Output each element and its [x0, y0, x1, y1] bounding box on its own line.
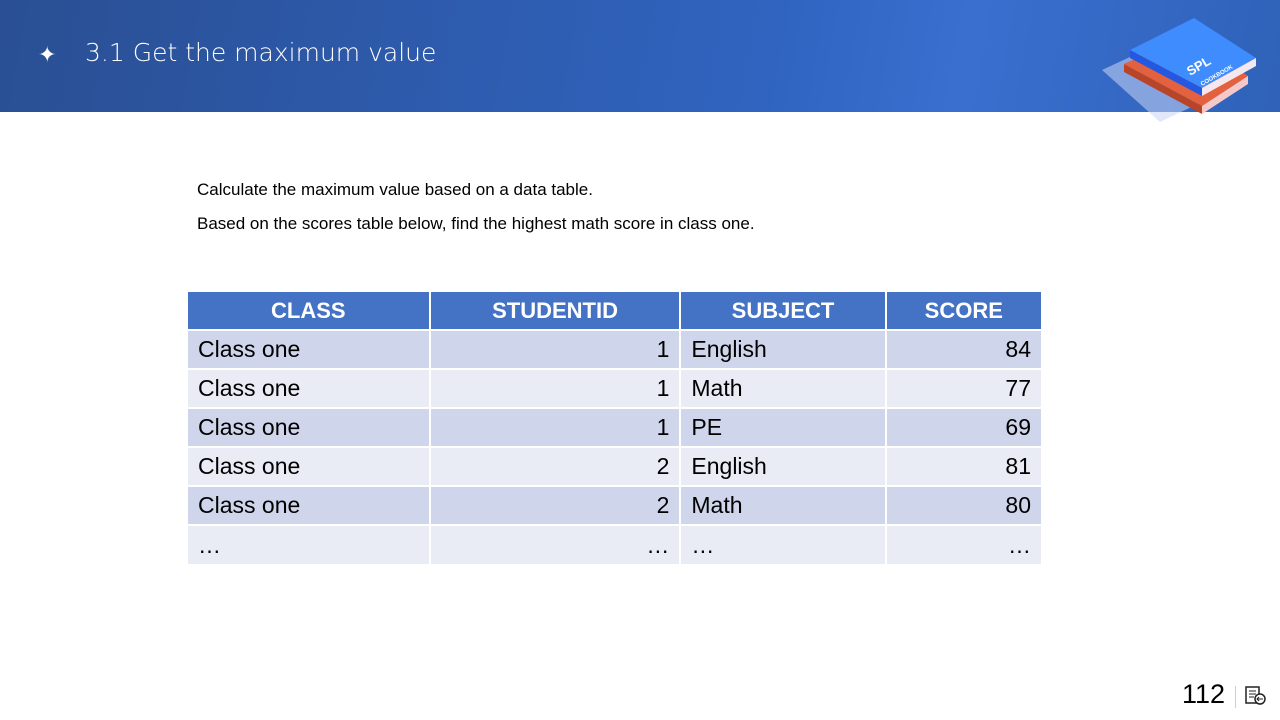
column-header-class: CLASS — [188, 292, 431, 330]
spl-cookbook-logo: SPL COOKBOOK — [1102, 18, 1256, 122]
table-row: Class one 1 PE 69 — [188, 407, 1041, 447]
divider — [1235, 686, 1236, 708]
cell-subject: English — [680, 329, 887, 369]
table-row: ………… — [188, 524, 1041, 564]
table-row: Class one 1 Math 77 — [188, 368, 1041, 408]
page-number: 112 — [1182, 679, 1226, 709]
cell-score: 81 — [885, 446, 1041, 486]
table-header-row: CLASS STUDENTID SUBJECT SCORE — [188, 292, 1041, 330]
cell-subject: Math — [680, 485, 887, 525]
title-bar: ✦ 3.1 Get the maximum value SPL COOKBOOK — [0, 0, 1280, 122]
cell-subject: Math — [680, 368, 887, 408]
scores-table: CLASS STUDENTID SUBJECT SCORE Class one 1… — [188, 292, 1041, 564]
cell-score: 77 — [885, 368, 1041, 408]
sparkle-icon: ✦ — [38, 42, 57, 67]
cell-class: Class one — [188, 485, 431, 525]
cell-studentid: 2 — [429, 446, 682, 486]
cell-subject: English — [680, 446, 887, 486]
cell-class: Class one — [188, 368, 431, 408]
cell-score: 80 — [885, 485, 1041, 525]
notes-icon[interactable] — [1245, 686, 1267, 706]
slide-title: 3.1 Get the maximum value — [85, 38, 437, 67]
column-header-studentid: STUDENTID — [429, 292, 682, 330]
cell-class: Class one — [188, 329, 431, 369]
cell-studentid: 1 — [429, 368, 682, 408]
cell-studentid: … — [429, 524, 682, 564]
column-header-score: SCORE — [885, 292, 1041, 330]
cell-score: 84 — [885, 329, 1041, 369]
table-row: Class one 2 Math 80 — [188, 485, 1041, 525]
intro-line-1: Calculate the maximum value based on a d… — [197, 180, 593, 199]
cell-score: 69 — [885, 407, 1041, 447]
cell-subject: PE — [680, 407, 887, 447]
cell-class: Class one — [188, 446, 431, 486]
cell-subject: … — [680, 524, 887, 564]
cell-score: … — [885, 524, 1041, 564]
cell-class: Class one — [188, 407, 431, 447]
table-row: Class one 2 English 81 — [188, 446, 1041, 486]
cell-class: … — [188, 524, 431, 564]
column-header-subject: SUBJECT — [680, 292, 887, 330]
cell-studentid: 1 — [429, 329, 682, 369]
table-row: Class one 1 English 84 — [188, 329, 1041, 369]
intro-line-2: Based on the scores table below, find th… — [197, 214, 755, 233]
cell-studentid: 1 — [429, 407, 682, 447]
cell-studentid: 2 — [429, 485, 682, 525]
